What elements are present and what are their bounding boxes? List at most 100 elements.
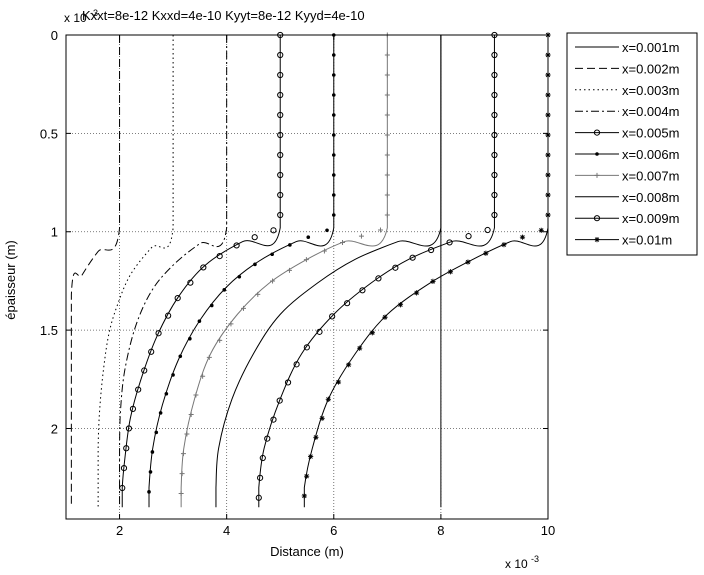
series-marker-plus: [286, 267, 292, 273]
series-marker-dot: [331, 73, 336, 77]
y-tick-label: 1.5: [40, 323, 58, 338]
legend-label: x=0.004m: [622, 104, 679, 119]
series-marker-star: [346, 362, 352, 368]
legend-label: x=0.01m: [622, 233, 672, 248]
plot-frame: [65, 34, 549, 520]
series-marker-circle: [491, 111, 498, 119]
series-line: [215, 35, 442, 508]
series-marker-circle: [277, 111, 284, 119]
y-tick-label: 2: [51, 421, 58, 436]
series-marker-circle: [141, 367, 148, 374]
series-marker-dot: [222, 288, 227, 292]
series-marker-star: [382, 314, 388, 320]
series-marker-star: [301, 493, 307, 499]
series-marker-dot: [331, 213, 336, 217]
y-axis-label: épaisseur (m): [3, 240, 18, 319]
series-marker-plus: [240, 305, 246, 311]
series-marker-circle: [277, 131, 284, 139]
series-marker-star: [313, 434, 319, 440]
series-marker-dot: [147, 490, 151, 494]
series-marker-circle: [427, 246, 435, 254]
legend-label: x=0.007m: [622, 168, 679, 183]
series-marker-plus: [377, 227, 383, 233]
series-marker-circle: [491, 51, 498, 59]
series-marker-circle: [491, 91, 498, 99]
x-tick-label: 2: [116, 523, 123, 538]
series-marker-circle: [277, 51, 284, 59]
series-line: [121, 35, 281, 508]
series-marker-circle: [491, 71, 498, 79]
x-tick-label: 10: [541, 523, 555, 538]
series-marker-circle: [120, 465, 128, 472]
series-marker-dot: [331, 173, 336, 177]
series-marker-plus: [384, 92, 390, 98]
series-marker-plus: [384, 152, 390, 158]
legend-label: x=0.002m: [622, 61, 679, 76]
series-marker-circle: [375, 275, 382, 282]
series-marker-plus: [384, 192, 390, 198]
series-marker-plus: [321, 248, 327, 254]
legend-item: x=0.001m: [575, 40, 679, 55]
series-line: [70, 35, 121, 508]
series-marker-star: [519, 234, 526, 240]
chart-title: Kxxt=8e-12 Kxxd=4e-10 Kyyt=8e-12 Kyyd=4e…: [82, 8, 365, 23]
series-marker-plus: [184, 431, 190, 437]
legend-item: x=0.007m: [575, 168, 679, 183]
series-marker-dot: [270, 252, 274, 257]
series-x=0.007m: [178, 32, 390, 508]
series-marker-dot: [197, 319, 202, 323]
series-marker-dot: [253, 262, 257, 267]
legend-item: x=0.005m: [575, 126, 679, 141]
series-marker-plus: [384, 112, 390, 118]
legend-item: x=0.004m: [575, 104, 679, 119]
series-marker-circle: [465, 233, 472, 240]
series-marker-circle: [135, 386, 142, 393]
series-marker-plus: [384, 72, 390, 78]
series-marker-star: [538, 227, 544, 233]
series-marker-circle: [255, 494, 262, 501]
series-marker-plus: [303, 257, 309, 263]
series-marker-dot: [154, 430, 159, 435]
series-marker-circle: [277, 151, 284, 159]
series-marker-dot: [209, 303, 214, 308]
x-tick-label: 6: [330, 523, 337, 538]
series-marker-circle: [491, 211, 498, 219]
series-x=0.002m: [70, 35, 121, 508]
series-marker-star: [501, 242, 507, 248]
series-marker-plus: [358, 233, 364, 239]
series-marker-dot: [325, 228, 329, 233]
x-axis-label: Distance (m): [270, 544, 344, 559]
series-marker-star: [304, 473, 310, 479]
y-tick-label: 0: [51, 28, 58, 43]
series-marker-circle: [344, 300, 351, 307]
series-marker-star: [594, 237, 600, 243]
series-marker-plus: [340, 240, 346, 246]
legend-item: x=0.006m: [575, 147, 679, 162]
series-marker-star: [430, 278, 436, 284]
series-marker-circle: [174, 294, 181, 302]
plot-area: [66, 35, 548, 519]
x-tick-label: 8: [437, 523, 444, 538]
x-multiplier-label: x 10 -3: [505, 554, 539, 571]
series-marker-star: [413, 290, 420, 296]
series-marker-circle: [257, 474, 264, 481]
series-marker-circle: [187, 279, 194, 286]
series-x=0.009m: [255, 31, 498, 508]
series-marker-star: [483, 250, 489, 256]
series-marker-plus: [179, 471, 185, 477]
series-line: [180, 35, 388, 508]
series-marker-plus: [228, 321, 234, 327]
series-marker-circle: [491, 171, 498, 179]
legend-label: x=0.009m: [622, 211, 679, 226]
series-marker-circle: [216, 253, 223, 260]
series-marker-circle: [129, 405, 137, 412]
y-tick-label: 0.5: [40, 126, 58, 141]
series-layer: [70, 31, 551, 508]
series-marker-plus: [270, 278, 276, 284]
legend-label: x=0.005m: [622, 126, 679, 141]
series-marker-circle: [491, 191, 498, 199]
series-marker-plus: [384, 212, 390, 218]
grid: [66, 35, 548, 519]
series-marker-plus: [188, 411, 194, 417]
